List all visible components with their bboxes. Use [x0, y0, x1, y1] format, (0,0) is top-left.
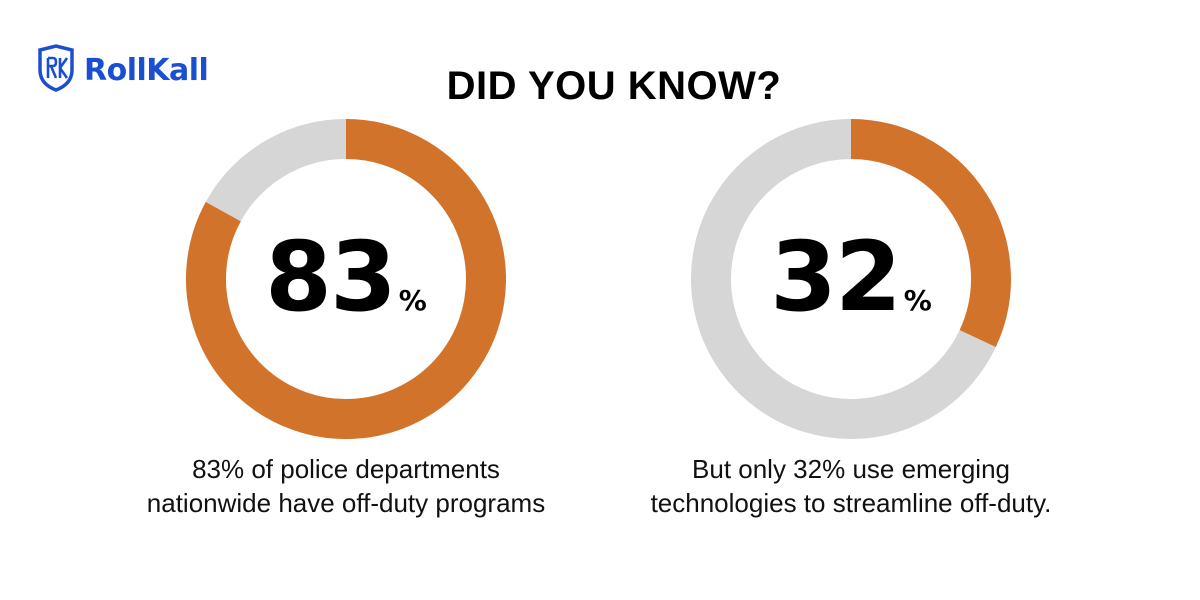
caption-line: nationwide have off-duty programs	[146, 488, 546, 518]
shield-rk-logo-icon	[36, 44, 76, 97]
caption-line: But only 32% use emerging	[692, 454, 1010, 484]
donut-slice-remainder	[205, 119, 347, 222]
center-unit: %	[398, 284, 427, 317]
caption-2: But only 32% use emerging technologies t…	[591, 452, 1111, 520]
center-value-1: 83%	[186, 229, 506, 325]
center-number: 32	[770, 221, 902, 333]
donut-slice-value	[850, 119, 1011, 348]
donut-chart-1: 83%	[186, 119, 506, 439]
brand-logo: RollKall	[36, 44, 209, 97]
headline: DID YOU KNOW?	[446, 64, 782, 108]
center-unit: %	[903, 284, 932, 317]
caption-line: technologies to streamline off-duty.	[650, 488, 1052, 518]
caption-line: 83% of police departments	[192, 454, 500, 484]
donut-svg-1	[186, 119, 506, 439]
center-number: 83	[265, 221, 397, 333]
donut-chart-2: 32%	[691, 119, 1011, 439]
donut-slice-value	[186, 119, 506, 439]
donut-slice-remainder	[691, 119, 996, 439]
brand-name: RollKall	[84, 53, 209, 88]
donut-svg-2	[691, 119, 1011, 439]
center-value-2: 32%	[691, 229, 1011, 325]
caption-1: 83% of police departments nationwide hav…	[86, 452, 606, 520]
